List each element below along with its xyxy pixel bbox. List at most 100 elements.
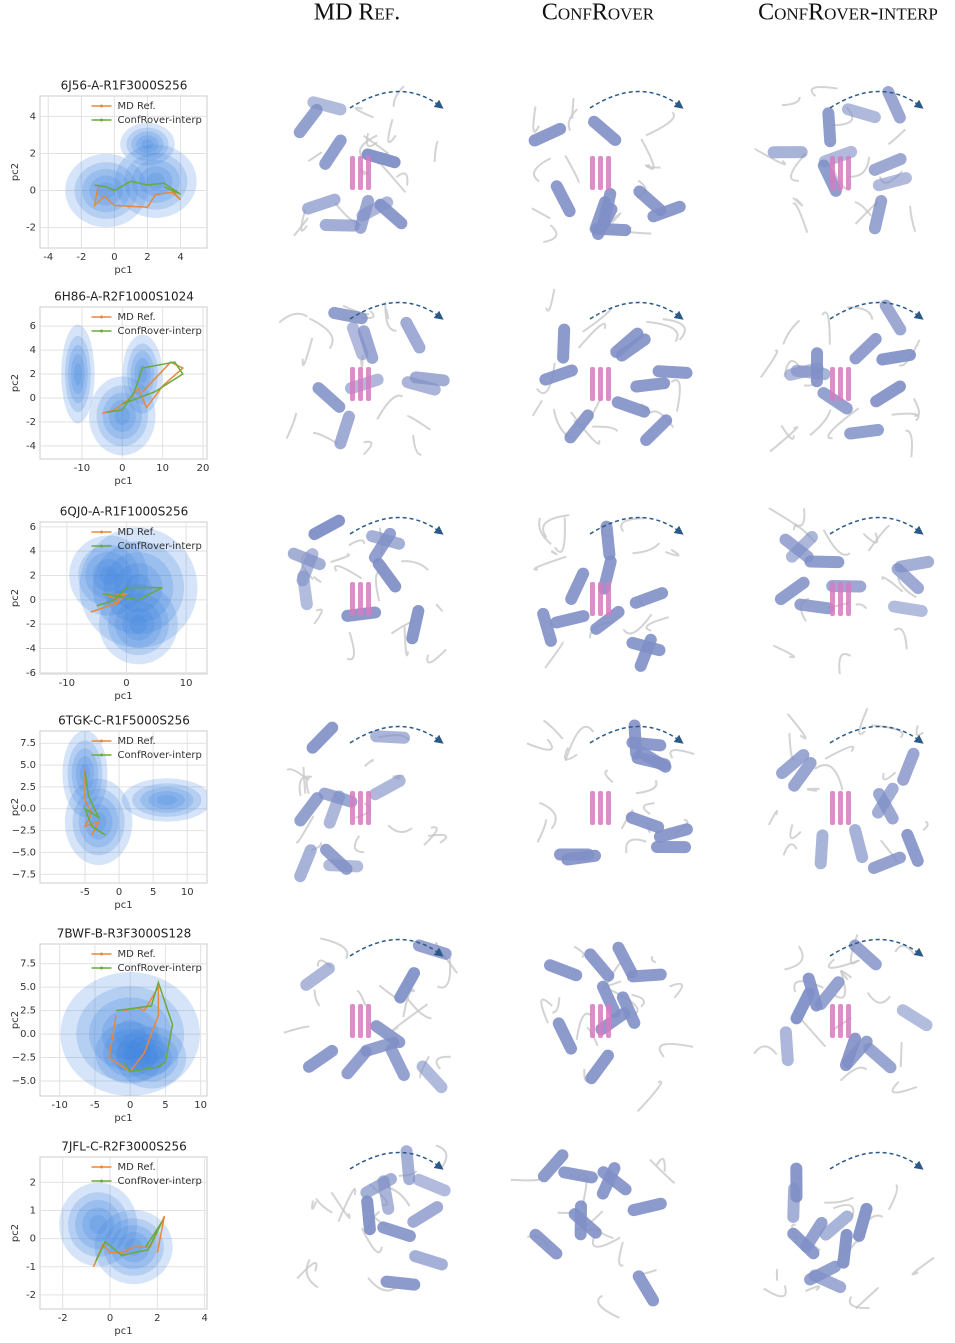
density-level <box>114 144 197 218</box>
y-tick-label: -2 <box>26 223 36 234</box>
x-tick-label: 0 <box>119 463 125 474</box>
coil <box>300 209 308 232</box>
helix <box>626 636 666 657</box>
helix <box>287 547 326 571</box>
coil <box>404 995 432 1020</box>
coil <box>433 140 439 162</box>
coil <box>866 992 891 1004</box>
coil <box>435 603 444 613</box>
coil <box>315 1198 333 1214</box>
density-level <box>131 159 180 203</box>
coil <box>384 301 397 332</box>
coil <box>772 644 796 659</box>
helix <box>894 555 935 573</box>
helix <box>868 194 888 235</box>
density-level <box>148 791 186 809</box>
helix <box>794 598 835 615</box>
helix <box>615 333 651 362</box>
strand <box>590 791 595 825</box>
coil <box>763 1285 787 1298</box>
helix <box>380 1275 421 1291</box>
density-level <box>101 1008 159 1060</box>
coil <box>855 603 868 610</box>
motion-arrow <box>829 725 924 744</box>
motion-arrow <box>349 516 444 535</box>
density-level <box>143 1050 160 1065</box>
helix <box>844 423 884 440</box>
coil <box>564 725 595 762</box>
coil <box>571 97 575 120</box>
coil <box>412 434 422 456</box>
coil <box>334 564 363 580</box>
density-level <box>85 551 132 600</box>
helix <box>385 1043 410 1081</box>
helix <box>611 396 651 418</box>
x-tick-label: 5 <box>162 1100 168 1111</box>
y-tick-label: -4 <box>26 643 36 654</box>
helix <box>308 514 346 541</box>
legend-label: ConfRover-interp <box>118 115 202 126</box>
motion-arrow <box>589 90 684 109</box>
coil <box>833 970 847 999</box>
coil <box>305 1258 319 1289</box>
coil <box>362 440 373 456</box>
coil <box>793 980 824 993</box>
helix <box>293 103 323 139</box>
coil <box>814 764 844 790</box>
density-level <box>103 1028 158 1077</box>
protein-render <box>532 288 693 446</box>
helix <box>537 1149 569 1183</box>
strand <box>830 582 835 616</box>
legend-marker <box>100 530 103 534</box>
coil <box>526 738 553 751</box>
helix <box>819 1210 854 1241</box>
x-tick-label: 10 <box>156 463 169 474</box>
strand <box>350 367 355 401</box>
helix <box>868 153 907 176</box>
coil <box>308 317 334 350</box>
density-level <box>109 1034 151 1072</box>
helix <box>901 828 924 867</box>
coil <box>642 802 655 815</box>
coil <box>313 989 321 1007</box>
coil <box>840 969 853 981</box>
density-level <box>76 986 185 1082</box>
coil <box>782 843 798 856</box>
coil <box>824 745 855 760</box>
coil <box>768 507 799 528</box>
density-level <box>114 406 130 425</box>
protein-render <box>283 937 459 1094</box>
motion-arrow <box>829 301 924 320</box>
plot <box>40 731 207 883</box>
series-line <box>95 1221 163 1262</box>
legend-label: ConfRover-interp <box>118 326 202 337</box>
series-line <box>83 771 106 836</box>
helix <box>863 1042 897 1074</box>
x-tick-label: 0 <box>123 678 129 689</box>
helix <box>544 959 583 982</box>
coil <box>645 616 669 632</box>
coil <box>862 532 879 544</box>
y-tick-label: 0 <box>30 393 36 404</box>
density-level <box>130 1039 172 1076</box>
coil <box>552 997 561 1014</box>
x-axis-label: pc1 <box>114 900 132 911</box>
y-tick-label: 7.5 <box>20 738 36 749</box>
coil <box>646 320 679 343</box>
coil <box>320 937 349 960</box>
strand <box>606 1004 611 1038</box>
strand <box>846 1004 851 1038</box>
coil <box>780 424 795 440</box>
helix <box>802 972 823 1012</box>
strand <box>846 791 851 825</box>
coil <box>806 787 820 792</box>
coil <box>887 128 907 146</box>
coil <box>792 202 809 234</box>
motion-arrow <box>829 1151 924 1170</box>
coil <box>387 824 413 833</box>
helix <box>630 377 671 393</box>
coil <box>867 524 891 552</box>
coil <box>364 758 374 767</box>
coil <box>909 205 917 233</box>
legend-label: ConfRover-interp <box>118 963 202 974</box>
